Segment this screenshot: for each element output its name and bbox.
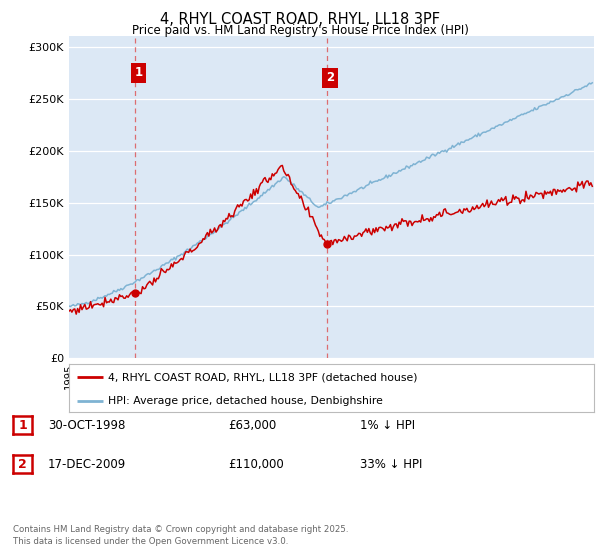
Text: 17-DEC-2009: 17-DEC-2009 bbox=[48, 458, 126, 471]
Text: £110,000: £110,000 bbox=[228, 458, 284, 471]
Text: 33% ↓ HPI: 33% ↓ HPI bbox=[360, 458, 422, 471]
Text: 4, RHYL COAST ROAD, RHYL, LL18 3PF: 4, RHYL COAST ROAD, RHYL, LL18 3PF bbox=[160, 12, 440, 27]
Text: 1% ↓ HPI: 1% ↓ HPI bbox=[360, 418, 415, 432]
Text: Contains HM Land Registry data © Crown copyright and database right 2025.
This d: Contains HM Land Registry data © Crown c… bbox=[13, 525, 349, 546]
Text: 1: 1 bbox=[134, 66, 142, 80]
Text: Price paid vs. HM Land Registry's House Price Index (HPI): Price paid vs. HM Land Registry's House … bbox=[131, 24, 469, 37]
Text: 30-OCT-1998: 30-OCT-1998 bbox=[48, 418, 125, 432]
Text: HPI: Average price, detached house, Denbighshire: HPI: Average price, detached house, Denb… bbox=[109, 396, 383, 406]
Text: 2: 2 bbox=[19, 458, 27, 471]
Text: 2: 2 bbox=[326, 72, 334, 85]
Text: 4, RHYL COAST ROAD, RHYL, LL18 3PF (detached house): 4, RHYL COAST ROAD, RHYL, LL18 3PF (deta… bbox=[109, 372, 418, 382]
Text: £63,000: £63,000 bbox=[228, 418, 276, 432]
Text: 1: 1 bbox=[19, 418, 27, 432]
